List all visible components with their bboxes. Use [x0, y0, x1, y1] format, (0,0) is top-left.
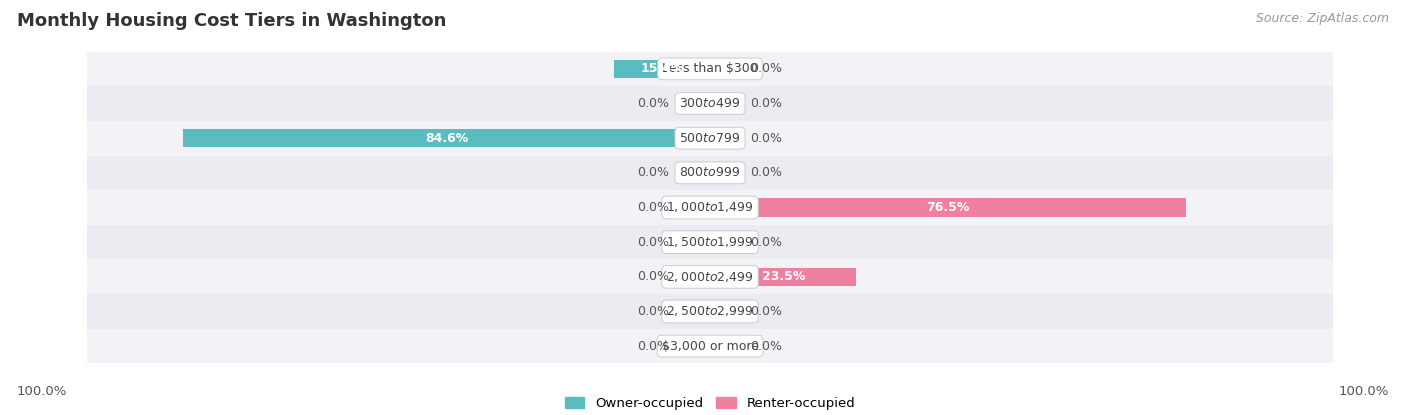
Text: 0.0%: 0.0%	[751, 339, 783, 353]
Bar	[87, 225, 1333, 259]
Text: $800 to $999: $800 to $999	[679, 166, 741, 179]
Text: 76.5%: 76.5%	[927, 201, 970, 214]
Text: 0.0%: 0.0%	[751, 132, 783, 145]
Bar	[710, 268, 856, 286]
Text: 23.5%: 23.5%	[762, 270, 804, 283]
Text: $3,000 or more: $3,000 or more	[662, 339, 758, 353]
Bar	[710, 337, 741, 355]
Bar	[710, 60, 741, 78]
Text: $1,000 to $1,499: $1,000 to $1,499	[666, 200, 754, 215]
Text: 0.0%: 0.0%	[637, 97, 669, 110]
Text: 100.0%: 100.0%	[17, 386, 67, 398]
Bar	[710, 233, 741, 251]
Text: 0.0%: 0.0%	[637, 270, 669, 283]
Text: Monthly Housing Cost Tiers in Washington: Monthly Housing Cost Tiers in Washington	[17, 12, 446, 30]
Bar	[87, 259, 1333, 294]
Text: 15.4%: 15.4%	[640, 62, 683, 76]
Text: 100.0%: 100.0%	[1339, 386, 1389, 398]
Bar	[87, 86, 1333, 121]
Legend: Owner-occupied, Renter-occupied: Owner-occupied, Renter-occupied	[560, 391, 860, 415]
Bar	[183, 129, 710, 147]
Bar	[679, 233, 710, 251]
Text: 0.0%: 0.0%	[637, 305, 669, 318]
Text: 0.0%: 0.0%	[751, 62, 783, 76]
Text: Less than $300: Less than $300	[662, 62, 758, 76]
Bar	[679, 164, 710, 182]
Bar	[614, 60, 710, 78]
Bar	[87, 51, 1333, 86]
Bar	[87, 329, 1333, 364]
Bar	[710, 164, 741, 182]
Text: 84.6%: 84.6%	[425, 132, 468, 145]
Text: $500 to $799: $500 to $799	[679, 132, 741, 145]
Bar	[679, 198, 710, 217]
Text: $2,000 to $2,499: $2,000 to $2,499	[666, 270, 754, 284]
Text: 0.0%: 0.0%	[637, 166, 669, 179]
Text: 0.0%: 0.0%	[751, 166, 783, 179]
Bar	[679, 268, 710, 286]
Text: $300 to $499: $300 to $499	[679, 97, 741, 110]
Text: 0.0%: 0.0%	[637, 201, 669, 214]
Bar	[710, 129, 741, 147]
Bar	[710, 198, 1187, 217]
Text: 0.0%: 0.0%	[751, 305, 783, 318]
Bar	[710, 303, 741, 320]
Bar	[679, 303, 710, 320]
Bar	[87, 190, 1333, 225]
Text: $2,500 to $2,999: $2,500 to $2,999	[666, 305, 754, 318]
Text: 0.0%: 0.0%	[637, 339, 669, 353]
Bar	[87, 156, 1333, 190]
Text: 0.0%: 0.0%	[637, 236, 669, 249]
Text: $1,500 to $1,999: $1,500 to $1,999	[666, 235, 754, 249]
Text: Source: ZipAtlas.com: Source: ZipAtlas.com	[1256, 12, 1389, 25]
Bar	[679, 95, 710, 112]
Bar	[679, 337, 710, 355]
Bar	[710, 95, 741, 112]
Text: 0.0%: 0.0%	[751, 97, 783, 110]
Bar	[87, 294, 1333, 329]
Text: 0.0%: 0.0%	[751, 236, 783, 249]
Bar	[87, 121, 1333, 156]
